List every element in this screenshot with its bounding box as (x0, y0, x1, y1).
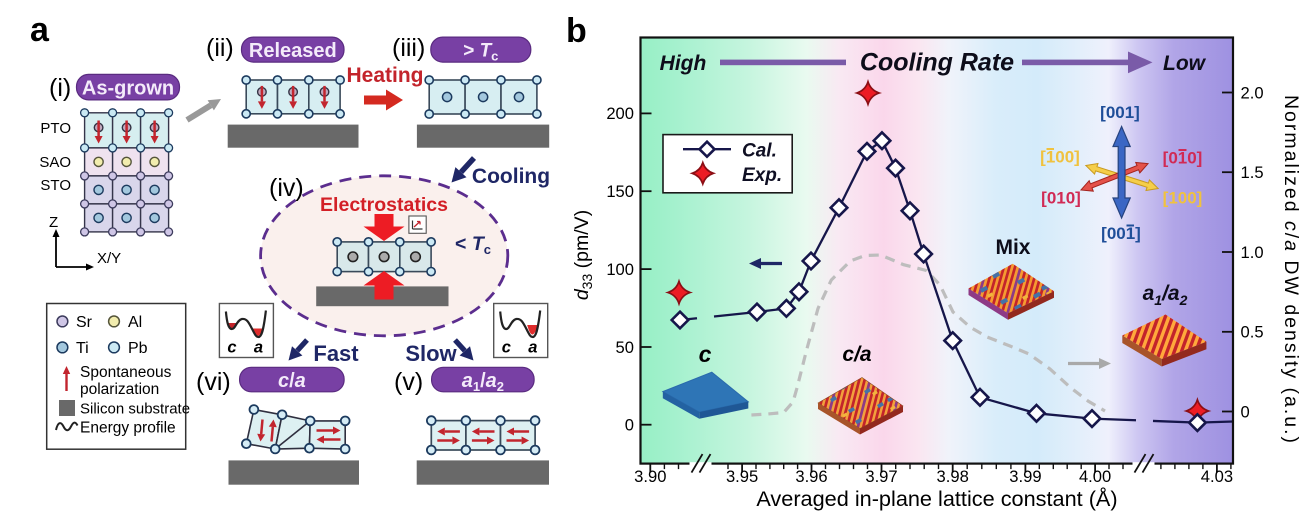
svg-text:0.5: 0.5 (1241, 323, 1264, 342)
svg-text:[010]: [010] (1163, 149, 1203, 168)
svg-text:Sr: Sr (76, 314, 93, 331)
svg-text:a1/a2: a1/a2 (462, 370, 504, 394)
svg-text:Released: Released (249, 40, 337, 62)
svg-text:Pb: Pb (128, 340, 148, 357)
svg-text:2.0: 2.0 (1241, 83, 1264, 102)
svg-text:(ii): (ii) (206, 34, 234, 62)
svg-text:50: 50 (616, 338, 634, 357)
svg-text:Fast: Fast (313, 341, 359, 366)
svg-text:(vi): (vi) (196, 368, 231, 396)
svg-text:[001]: [001] (1100, 103, 1140, 122)
svg-text:[010]: [010] (1041, 189, 1081, 208)
svg-text:c/a: c/a (842, 343, 872, 366)
svg-text:a: a (30, 11, 50, 49)
svg-text:Cal.: Cal. (742, 141, 777, 162)
svg-text:[100]: [100] (1163, 189, 1203, 208)
svg-text:d33 (pm/V): d33 (pm/V) (571, 210, 595, 300)
svg-text:Silicon substrate: Silicon substrate (80, 401, 190, 418)
svg-text:c/a: c/a (278, 370, 306, 392)
svg-text:Electrostatics: Electrostatics (320, 194, 448, 216)
svg-text:Ti: Ti (76, 340, 89, 357)
svg-text:c: c (227, 339, 236, 357)
svg-text:4.00: 4.00 (1079, 467, 1111, 486)
svg-text:a: a (254, 339, 263, 357)
svg-text:High: High (660, 52, 707, 75)
svg-text:(i): (i) (49, 74, 71, 102)
svg-text:Al: Al (128, 314, 142, 331)
svg-text:polarization: polarization (80, 381, 159, 398)
svg-text:3.90: 3.90 (634, 467, 666, 486)
svg-text:a: a (528, 339, 537, 357)
svg-text:Averaged in-plane lattice cons: Averaged in-plane lattice constant (Å) (756, 486, 1117, 511)
svg-text:0: 0 (1241, 402, 1250, 421)
svg-text:c: c (699, 341, 712, 367)
svg-text:As-grown: As-grown (82, 77, 174, 99)
svg-text:PTO: PTO (40, 120, 71, 137)
svg-text:1.5: 1.5 (1241, 163, 1264, 182)
svg-text:Z: Z (49, 214, 58, 231)
svg-text:Low: Low (1163, 52, 1207, 75)
svg-text:100: 100 (606, 260, 634, 279)
svg-text:0: 0 (625, 416, 634, 435)
svg-text:(iii): (iii) (392, 34, 425, 62)
svg-text:Normalized c/a DW density (a.u: Normalized c/a DW density (a.u.) (1280, 95, 1300, 445)
svg-text:(iv): (iv) (269, 174, 304, 202)
svg-text:Cooling Rate: Cooling Rate (860, 49, 1014, 77)
svg-text:3.99: 3.99 (1009, 467, 1041, 486)
svg-text:X/Y: X/Y (97, 250, 121, 267)
svg-text:Mix: Mix (995, 236, 1030, 259)
svg-text:Cooling: Cooling (472, 165, 550, 188)
svg-text:STO: STO (40, 177, 71, 194)
svg-text:3.98: 3.98 (937, 467, 969, 486)
svg-text:1.0: 1.0 (1241, 243, 1264, 262)
svg-text:3.95: 3.95 (726, 467, 758, 486)
svg-text:[100]: [100] (1040, 148, 1080, 167)
svg-text:Heating: Heating (346, 64, 423, 87)
svg-text:4.03: 4.03 (1201, 467, 1233, 486)
svg-text:Spontaneous: Spontaneous (80, 364, 172, 381)
svg-text:b: b (566, 12, 587, 50)
svg-text:Energy profile: Energy profile (80, 420, 176, 437)
svg-text:3.97: 3.97 (865, 467, 897, 486)
svg-text:[001]: [001] (1101, 224, 1141, 243)
svg-text:SAO: SAO (39, 154, 71, 171)
svg-text:150: 150 (606, 182, 634, 201)
svg-text:c: c (502, 339, 511, 357)
svg-text:3.96: 3.96 (795, 467, 827, 486)
svg-text:Exp.: Exp. (742, 165, 782, 186)
svg-text:200: 200 (606, 104, 634, 123)
svg-text:> Tc: > Tc (463, 40, 498, 63)
svg-text:(v): (v) (394, 368, 423, 396)
svg-text:Slow: Slow (405, 341, 457, 366)
